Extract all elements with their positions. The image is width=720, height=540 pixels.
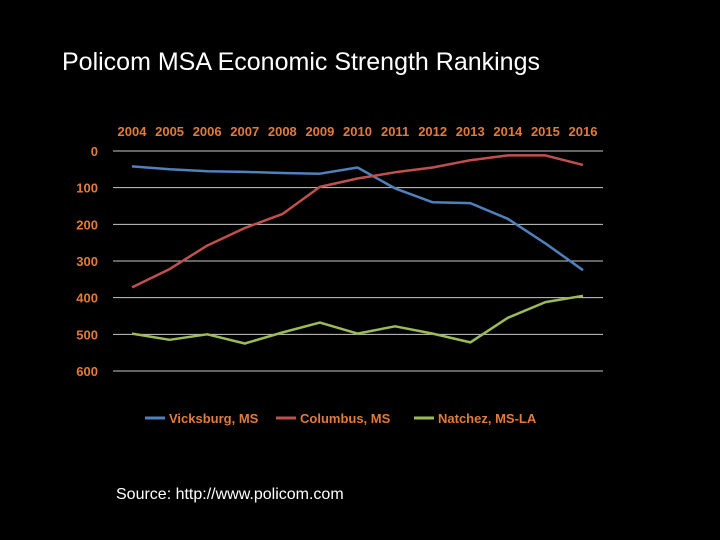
x-tick-label: 2014 (493, 124, 523, 139)
x-tick-label: 2012 (418, 124, 447, 139)
legend: Vicksburg, MS Columbus, MS Natchez, MS-LA (145, 411, 537, 426)
y-tick-label: 400 (76, 291, 98, 306)
x-tick-label: 2006 (193, 124, 222, 139)
y-tick-label: 0 (91, 144, 98, 159)
x-axis-labels: 2004 2005 2006 2007 2008 2009 2010 2011 2012 2013… (118, 124, 598, 139)
series-line (131, 165, 584, 272)
x-tick-label: 2009 (305, 124, 334, 139)
legend-label: Columbus, MS (300, 411, 391, 426)
y-tick-label: 200 (76, 217, 98, 232)
series-line (131, 154, 584, 289)
x-tick-label: 2011 (381, 124, 409, 139)
source-citation: Source: http://www.policom.com (116, 486, 344, 503)
y-tick-label: 500 (76, 327, 98, 342)
y-tick-label: 300 (76, 254, 98, 269)
x-tick-label: 2015 (531, 124, 560, 139)
legend-label: Natchez, MS-LA (438, 411, 537, 426)
series-line (131, 294, 584, 345)
series-lines (131, 154, 584, 345)
x-tick-label: 2007 (230, 124, 259, 139)
x-tick-label: 2016 (569, 124, 598, 139)
x-tick-label: 2013 (456, 124, 485, 139)
y-tick-label: 100 (76, 181, 98, 196)
y-axis-labels: 0 100 200 300 400 500 600 (76, 144, 98, 379)
legend-label: Vicksburg, MS (169, 411, 259, 426)
x-tick-label: 2010 (343, 124, 372, 139)
x-tick-label: 2004 (118, 124, 148, 139)
x-tick-label: 2008 (268, 124, 297, 139)
y-tick-label: 600 (76, 364, 98, 379)
slide-title: Policom MSA Economic Strength Rankings (62, 48, 540, 76)
x-tick-label: 2005 (155, 124, 184, 139)
